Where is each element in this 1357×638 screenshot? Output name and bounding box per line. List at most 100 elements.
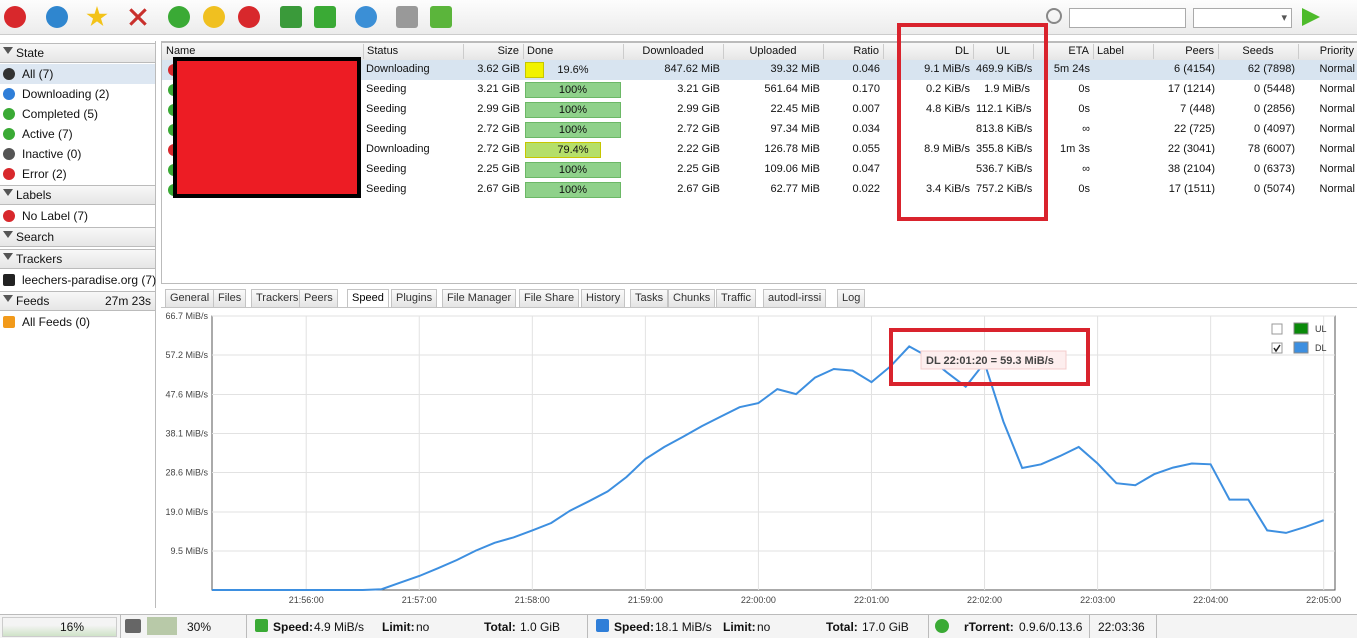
section-header[interactable]: State [0, 43, 155, 63]
start-button[interactable] [168, 6, 190, 28]
torrent-row[interactable]: Seeding 2.67 GiB 100% 2.67 GiB 62.77 MiB 0.02… [162, 180, 1357, 200]
filter-item[interactable]: Error (2) [0, 164, 155, 184]
progress-fill [525, 82, 621, 98]
tab[interactable]: Tasks [630, 289, 669, 308]
column-header[interactable]: Ratio [823, 44, 884, 59]
tooltip-bg [920, 350, 1067, 370]
filter-item[interactable]: No Label (7) [0, 206, 155, 226]
tab[interactable]: Plugins [391, 289, 438, 308]
tab[interactable]: autodl-irssi [763, 289, 827, 308]
cell: 2.72 GiB [477, 143, 520, 155]
y-tick-label: 47.6 MiB/s [165, 389, 208, 399]
download-button[interactable] [314, 6, 336, 28]
cell: 22 (725) [1174, 123, 1215, 135]
tab[interactable]: History [581, 289, 626, 308]
column-header[interactable]: Downloaded [623, 44, 724, 59]
torrent-row[interactable]: Seeding 2.25 GiB 100% 2.25 GiB 109.06 MiB 0.0… [162, 160, 1357, 180]
remove-button[interactable] [129, 8, 147, 26]
tab[interactable]: General [165, 289, 215, 308]
section-title: Labels [16, 188, 52, 202]
y-tick-label: 38.1 MiB/s [165, 428, 208, 438]
tab[interactable]: File Manager [442, 289, 517, 308]
cell: Normal [1319, 163, 1355, 175]
section-header[interactable]: Feeds 27m 23s [0, 291, 155, 311]
progress-bar: 100% [525, 182, 621, 198]
column-header[interactable]: Label [1093, 44, 1154, 59]
cell: 22.45 MiB [770, 103, 820, 115]
section-header[interactable]: Search [0, 227, 155, 247]
section-header[interactable]: Labels [0, 185, 155, 205]
torrent-table: Name Status Size Done Downloaded Uploaded Rati… [161, 41, 1357, 284]
column-header[interactable]: Priority [1298, 44, 1357, 59]
cell: 6 (4154) [1174, 63, 1215, 75]
legend-checkbox[interactable] [1271, 323, 1283, 335]
torrent-row[interactable]: Seeding 2.72 GiB 100% 2.72 GiB 97.34 MiB 0.03… [162, 120, 1357, 140]
filter-item[interactable]: leechers-paradise.org (7) [0, 270, 156, 290]
torrent-row[interactable]: Downloading 2.72 GiB 79.4% 2.22 GiB 126.78 M… [162, 140, 1357, 160]
x-tick-label: 22:05:00 [1306, 595, 1341, 605]
help-button[interactable] [430, 6, 452, 28]
cell: 8.9 MiB/s [924, 143, 970, 155]
tab[interactable]: Peers [299, 289, 338, 308]
add-url-button[interactable] [46, 6, 68, 28]
ul-icon [255, 619, 268, 632]
torrent-row[interactable]: Seeding 3.21 GiB 100% 3.21 GiB 561.64 MiB 0.1… [162, 80, 1357, 100]
cell: 2.99 GiB [677, 103, 720, 115]
tab[interactable]: Files [213, 289, 247, 308]
stop-button[interactable] [238, 6, 260, 28]
column-header[interactable]: Uploaded [723, 44, 824, 59]
search-select[interactable]: ▾ [1193, 8, 1292, 28]
tab[interactable]: File Share [519, 289, 580, 308]
cell: Normal [1319, 63, 1355, 75]
filter-item[interactable]: All Feeds (0) [0, 312, 155, 332]
section-header[interactable]: Trackers [0, 249, 155, 269]
column-header[interactable]: Status [363, 44, 464, 59]
filter-item[interactable]: Active (7) [0, 124, 155, 144]
column-header[interactable]: Seeds [1218, 44, 1299, 59]
cell: Normal [1319, 103, 1355, 115]
column-header[interactable]: Size [463, 44, 524, 59]
torrent-row[interactable]: Downloading 3.62 GiB 19.6% 847.62 MiB 39.32 … [162, 60, 1357, 80]
label: rTorrent: [964, 620, 1014, 634]
tab[interactable]: Trackers [251, 289, 304, 308]
cell: 2.67 GiB [677, 183, 720, 195]
filter-item[interactable]: Downloading (2) [0, 84, 155, 104]
add-torrent-button[interactable] [86, 6, 108, 27]
column-header[interactable]: ETA [1033, 44, 1094, 59]
legend-check [1273, 344, 1281, 353]
y-tick-label: 57.2 MiB/s [165, 350, 208, 360]
cell: 0 (6373) [1254, 163, 1295, 175]
column-header[interactable]: Done [523, 44, 624, 59]
tab[interactable]: Traffic [716, 289, 756, 308]
search-go[interactable] [1302, 8, 1320, 26]
torrent-row[interactable]: Seeding 2.99 GiB 100% 2.99 GiB 22.45 MiB 0.00… [162, 100, 1357, 120]
cell: 17 (1214) [1167, 83, 1215, 95]
x-tick-label: 21:56:00 [289, 595, 324, 605]
filter-item[interactable]: All (7) [0, 64, 155, 84]
tab[interactable]: Log [837, 289, 866, 308]
cell: 39.32 MiB [770, 63, 820, 75]
search-icon[interactable] [1046, 8, 1062, 24]
column-header[interactable]: Name [162, 44, 364, 59]
column-header[interactable]: Peers [1153, 44, 1219, 59]
tools-button[interactable] [396, 6, 418, 28]
search-input[interactable] [1069, 8, 1186, 28]
filter-item[interactable]: Inactive (0) [0, 144, 155, 164]
cell: 2.72 GiB [677, 123, 720, 135]
cell: Seeding [366, 163, 407, 175]
filter-item[interactable]: Completed (5) [0, 104, 155, 124]
tab[interactable]: Speed [347, 289, 389, 308]
rss-button[interactable] [280, 6, 302, 28]
legend-checkbox[interactable] [1271, 342, 1283, 354]
tab[interactable]: Chunks [668, 289, 716, 308]
column-header[interactable]: DL [883, 44, 974, 59]
cell: 62 (7898) [1247, 63, 1295, 75]
pause-button[interactable] [203, 6, 225, 28]
cell: 1m 3s [1060, 143, 1090, 155]
settings-button[interactable] [355, 6, 377, 28]
cell: 0.034 [852, 123, 880, 135]
column-header[interactable]: UL [973, 44, 1034, 59]
logo-button[interactable] [4, 6, 26, 28]
item-label: All Feeds (0) [22, 315, 91, 329]
